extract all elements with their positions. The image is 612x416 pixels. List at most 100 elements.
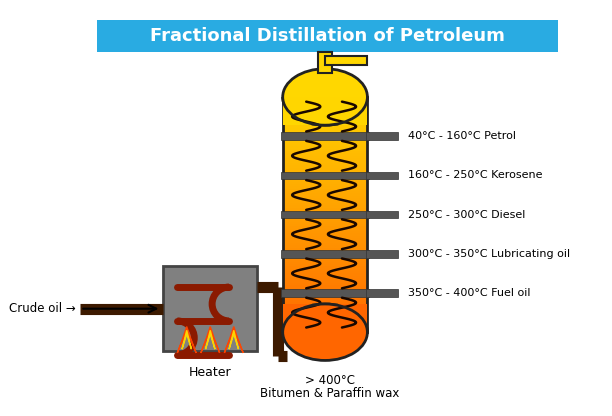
Bar bbox=[283, 191, 367, 193]
Bar bbox=[283, 243, 367, 245]
Bar bbox=[281, 250, 369, 258]
Ellipse shape bbox=[283, 304, 367, 360]
Bar bbox=[283, 163, 367, 165]
Bar bbox=[283, 330, 367, 332]
Bar bbox=[283, 177, 367, 179]
Bar bbox=[283, 302, 367, 304]
Bar bbox=[283, 290, 367, 292]
Bar bbox=[283, 311, 367, 313]
Bar bbox=[283, 111, 367, 114]
Bar bbox=[283, 304, 367, 332]
Bar bbox=[283, 212, 367, 215]
Bar bbox=[283, 226, 367, 229]
Bar bbox=[283, 128, 367, 130]
Polygon shape bbox=[225, 327, 243, 353]
Bar bbox=[283, 215, 367, 217]
Bar bbox=[283, 146, 367, 149]
Bar bbox=[283, 114, 367, 116]
Bar bbox=[283, 106, 367, 109]
Bar bbox=[283, 222, 367, 224]
Text: 300°C - 350°C Lubricating oil: 300°C - 350°C Lubricating oil bbox=[408, 249, 570, 259]
Bar bbox=[365, 211, 398, 218]
Bar bbox=[281, 132, 369, 140]
Bar bbox=[283, 118, 367, 121]
Bar bbox=[318, 52, 332, 74]
Text: 40°C - 160°C Petrol: 40°C - 160°C Petrol bbox=[408, 131, 516, 141]
Bar bbox=[283, 193, 367, 196]
Bar bbox=[283, 172, 367, 175]
Bar bbox=[283, 273, 367, 276]
Bar bbox=[283, 182, 367, 184]
Bar bbox=[283, 97, 367, 332]
Bar bbox=[283, 320, 367, 323]
Bar bbox=[283, 252, 367, 255]
Bar bbox=[283, 149, 367, 151]
Bar bbox=[283, 292, 367, 295]
Bar bbox=[283, 318, 367, 320]
Bar bbox=[283, 262, 367, 264]
Bar bbox=[283, 151, 367, 154]
Text: Bitumen & Paraffin wax: Bitumen & Paraffin wax bbox=[260, 387, 400, 400]
Bar bbox=[283, 102, 367, 104]
Bar bbox=[283, 309, 367, 311]
Bar bbox=[365, 250, 398, 258]
Bar bbox=[283, 217, 367, 219]
Bar bbox=[283, 158, 367, 161]
Polygon shape bbox=[206, 330, 215, 349]
Bar bbox=[283, 165, 367, 168]
Bar bbox=[283, 271, 367, 273]
Bar bbox=[283, 198, 367, 201]
Bar bbox=[283, 245, 367, 248]
Bar bbox=[283, 313, 367, 316]
Bar bbox=[283, 240, 367, 243]
Bar bbox=[283, 327, 367, 330]
Bar bbox=[283, 154, 367, 156]
Bar bbox=[283, 316, 367, 318]
Bar bbox=[283, 139, 367, 142]
Bar bbox=[283, 203, 367, 205]
Text: 160°C - 250°C Kerosene: 160°C - 250°C Kerosene bbox=[408, 171, 542, 181]
Bar bbox=[283, 257, 367, 259]
Bar bbox=[283, 325, 367, 327]
Bar bbox=[283, 297, 367, 299]
Bar bbox=[283, 278, 367, 280]
Bar bbox=[283, 156, 367, 158]
Bar bbox=[283, 208, 367, 210]
Bar bbox=[283, 287, 367, 290]
Text: Fractional Distillation of Petroleum: Fractional Distillation of Petroleum bbox=[151, 27, 506, 45]
Text: Heater: Heater bbox=[189, 366, 231, 379]
Bar bbox=[283, 233, 367, 236]
Bar bbox=[283, 132, 367, 135]
Bar bbox=[283, 179, 367, 182]
Bar bbox=[283, 201, 367, 203]
Text: Crude oil →: Crude oil → bbox=[9, 302, 76, 315]
Bar bbox=[283, 116, 367, 118]
Bar bbox=[365, 289, 398, 297]
Text: 250°C - 300°C Diesel: 250°C - 300°C Diesel bbox=[408, 210, 525, 220]
Bar bbox=[163, 266, 257, 351]
Polygon shape bbox=[177, 327, 196, 353]
Bar bbox=[283, 295, 367, 297]
Bar bbox=[283, 196, 367, 198]
Bar bbox=[283, 229, 367, 231]
Bar bbox=[283, 184, 367, 186]
Bar bbox=[97, 20, 558, 52]
Polygon shape bbox=[182, 330, 192, 349]
Bar bbox=[283, 266, 367, 269]
Bar bbox=[283, 248, 367, 250]
Bar bbox=[283, 144, 367, 146]
Bar bbox=[283, 170, 367, 172]
Bar bbox=[283, 205, 367, 208]
Bar bbox=[283, 280, 367, 283]
Bar bbox=[283, 231, 367, 233]
Bar bbox=[283, 255, 367, 257]
Bar bbox=[283, 175, 367, 177]
Bar bbox=[283, 283, 367, 285]
Text: 350°C - 400°C Fuel oil: 350°C - 400°C Fuel oil bbox=[408, 288, 531, 298]
Bar bbox=[283, 276, 367, 278]
Bar bbox=[365, 132, 398, 140]
Bar bbox=[283, 142, 367, 144]
Bar bbox=[283, 323, 367, 325]
Bar bbox=[325, 56, 367, 65]
Bar bbox=[283, 161, 367, 163]
